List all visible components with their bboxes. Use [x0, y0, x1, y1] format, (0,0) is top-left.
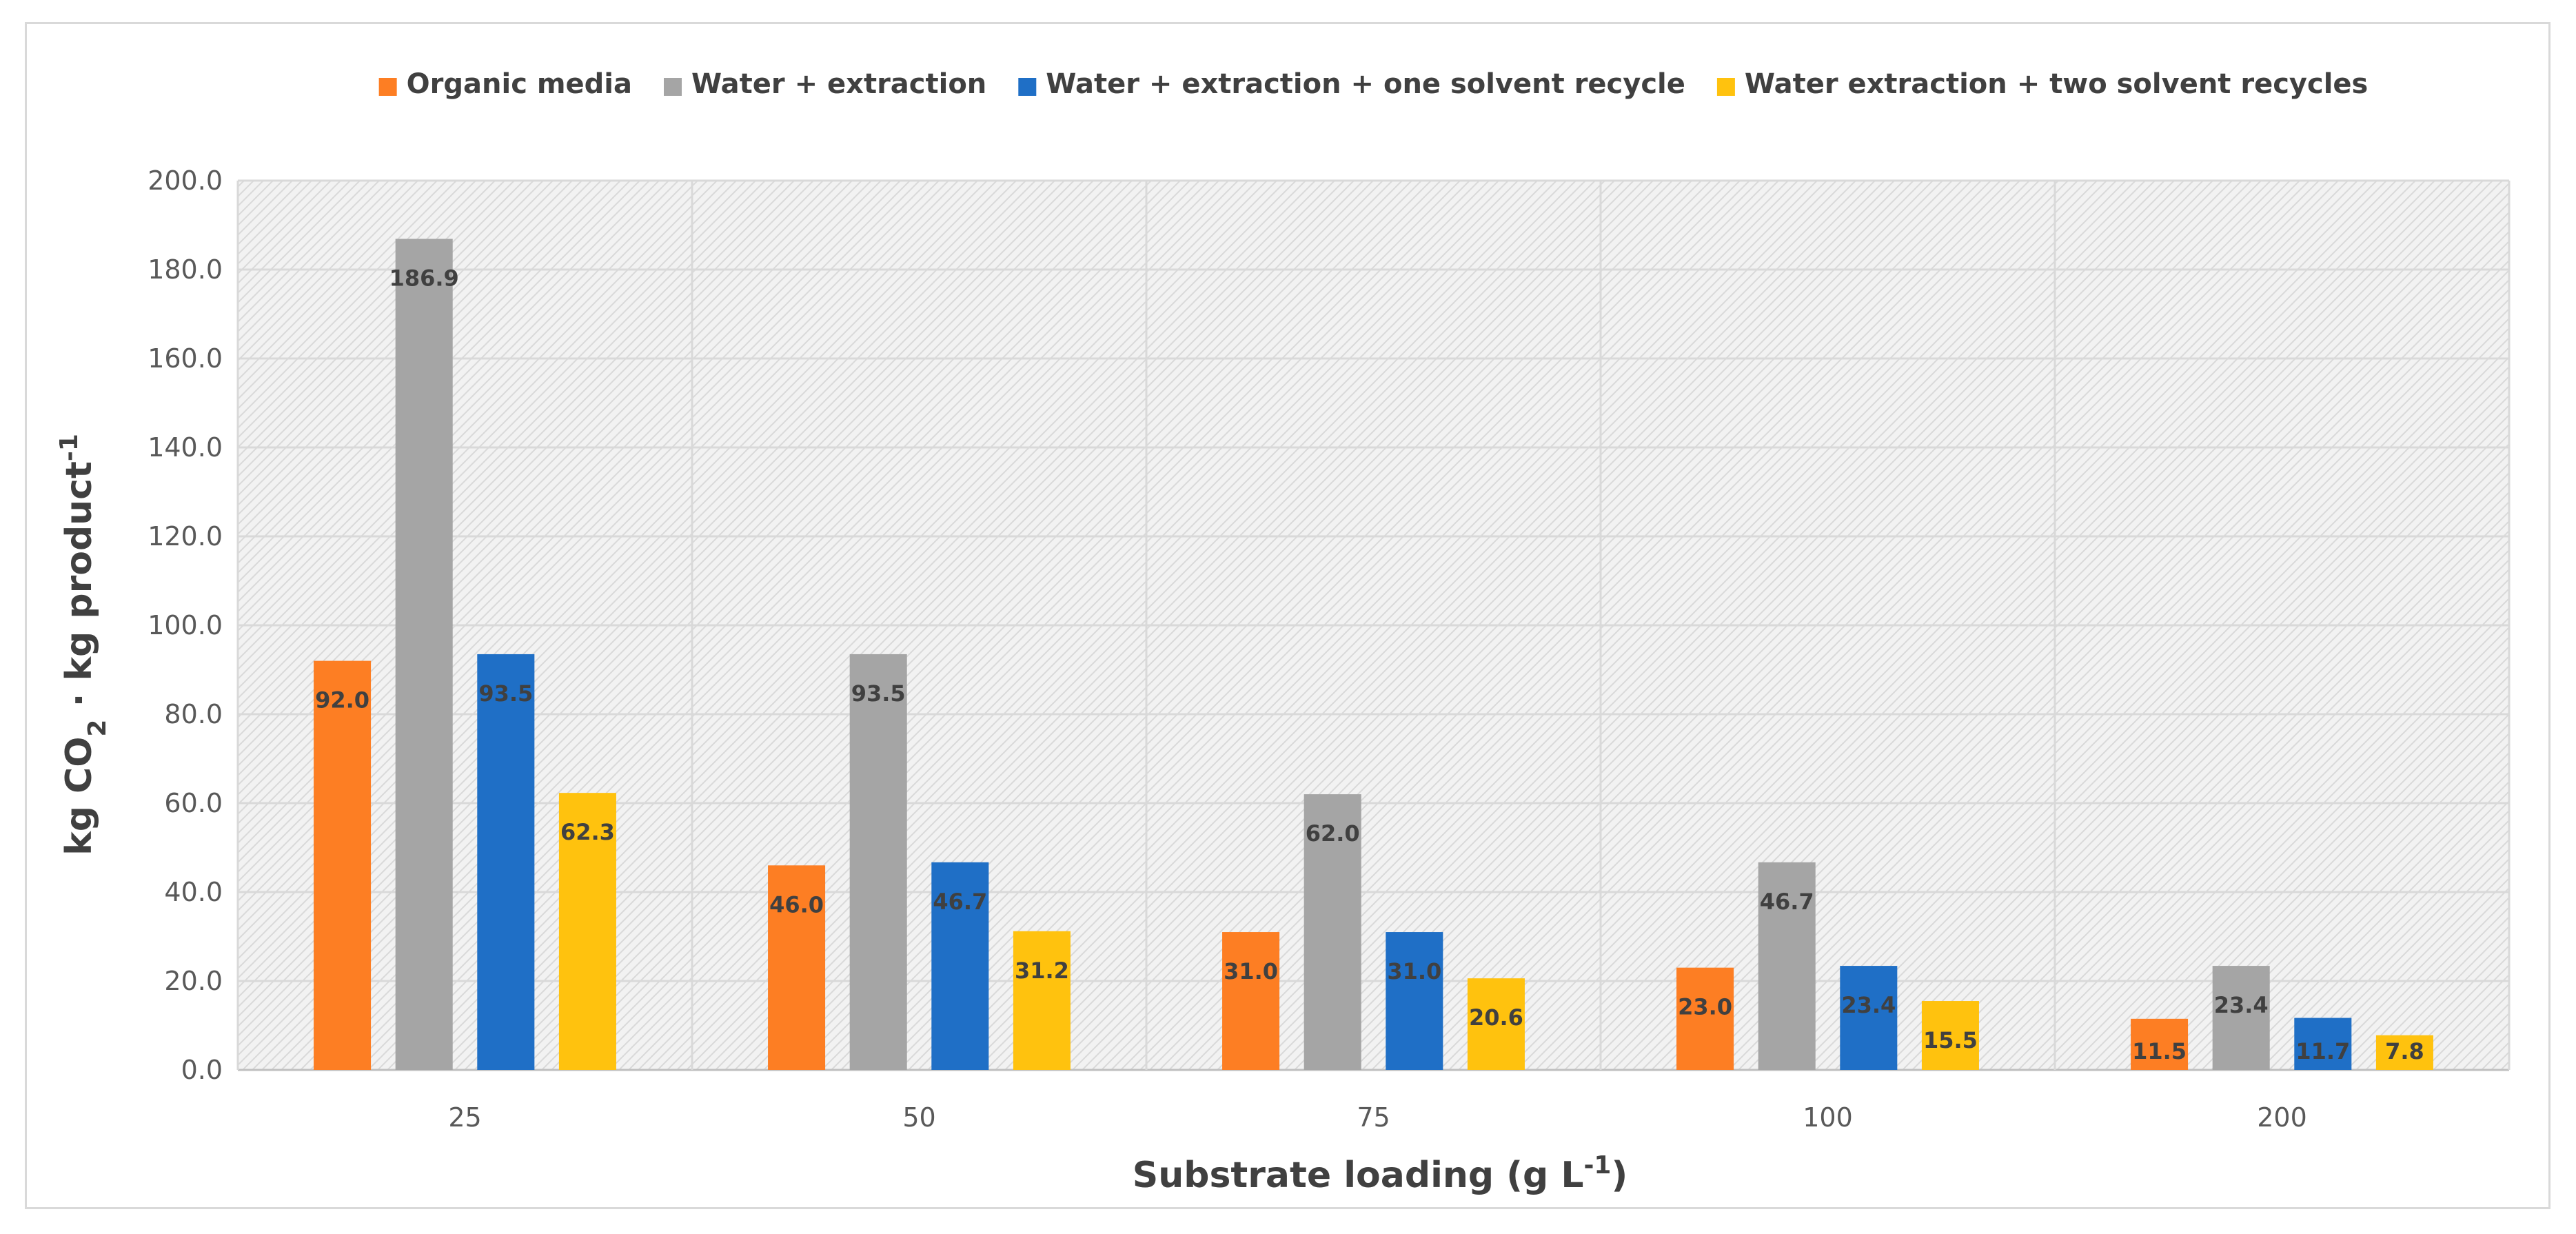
y-tick-label: 0.0 — [181, 1055, 223, 1085]
bar — [1222, 932, 1280, 1070]
bar — [1013, 931, 1071, 1070]
legend-label: Water extraction + two solvent recycles — [1745, 68, 2368, 100]
y-tick-label: 60.0 — [164, 788, 223, 818]
bar — [1921, 1001, 1979, 1070]
bar — [1386, 932, 1443, 1070]
y-axis-title: kg CO2 · kg product-1 — [55, 434, 112, 856]
y-tick-label: 160.0 — [148, 343, 223, 374]
y-tick-label: 80.0 — [164, 699, 223, 729]
legend-swatch — [1716, 78, 1735, 96]
x-tick-label: 200 — [2257, 1102, 2307, 1133]
legend-swatch — [663, 78, 682, 96]
data-label: 11.5 — [2132, 1038, 2187, 1064]
legend-swatch — [1018, 78, 1037, 96]
legend-swatch — [378, 78, 397, 96]
y-tick-label: 100.0 — [148, 610, 223, 640]
y-tick-label: 180.0 — [148, 254, 223, 285]
y-tick-label: 200.0 — [148, 165, 223, 196]
data-label: 46.0 — [769, 891, 824, 918]
bar — [2131, 1018, 2189, 1070]
data-label: 46.7 — [1760, 889, 1814, 915]
y-tick-label: 20.0 — [164, 966, 223, 996]
bar — [558, 793, 616, 1070]
bar — [1840, 966, 1898, 1070]
bar — [931, 862, 989, 1070]
bar — [2375, 1035, 2433, 1070]
legend-label: Water + extraction — [691, 68, 986, 100]
data-label: 93.5 — [478, 680, 533, 707]
x-tick-label: 75 — [1357, 1102, 1390, 1133]
x-axis-ticks: 25 50 75 100 200 — [448, 1102, 2306, 1133]
legend-item: Organic media — [378, 68, 632, 100]
data-label: 31.0 — [1224, 958, 1278, 984]
data-label: 7.8 — [2385, 1038, 2424, 1064]
data-label: 20.6 — [1469, 1004, 1523, 1031]
data-label: 62.3 — [560, 819, 615, 845]
bar — [477, 654, 535, 1070]
y-tick-label: 120.0 — [148, 521, 223, 552]
data-label: 31.2 — [1015, 958, 1069, 984]
bar — [1676, 967, 1734, 1070]
x-tick-label: 100 — [1803, 1102, 1853, 1133]
legend-item: Water + extraction + one solvent recycle — [1018, 68, 1685, 100]
legend: Organic media Water + extraction Water + e… — [378, 68, 2368, 100]
bar — [849, 654, 907, 1070]
legend-label: Water + extraction + one solvent recycle — [1046, 68, 1685, 100]
data-label: 93.5 — [851, 680, 906, 707]
data-labels: 92.0 46.0 31.0 23.0 11.5 186.9 93.5 62.0 46.7 23.… — [315, 265, 2424, 1064]
x-tick-label: 25 — [448, 1102, 481, 1133]
bars — [314, 239, 2433, 1070]
legend-item: Water extraction + two solvent recycles — [1716, 68, 2368, 100]
bar — [1304, 794, 1361, 1070]
data-label: 62.0 — [1306, 820, 1360, 847]
y-tick-label: 40.0 — [164, 877, 223, 907]
x-tick-label: 50 — [902, 1102, 935, 1133]
bar — [2294, 1018, 2352, 1070]
y-axis-ticks: 0.0 20.0 40.0 60.0 80.0 100.0 120.0 140.0 160.0 1… — [148, 165, 223, 1085]
data-label: 186.9 — [389, 265, 459, 291]
bar — [2212, 966, 2270, 1070]
data-label: 15.5 — [1923, 1027, 1978, 1053]
legend-item: Water + extraction — [663, 68, 986, 100]
data-label: 23.4 — [1841, 992, 1896, 1018]
legend-label: Organic media — [407, 68, 632, 100]
gridlines — [236, 179, 2511, 1071]
y-tick-label: 140.0 — [148, 432, 223, 463]
bar — [314, 660, 372, 1070]
data-label: 46.7 — [933, 889, 987, 915]
data-label: 31.0 — [1387, 958, 1441, 984]
data-label: 23.4 — [2214, 992, 2269, 1018]
bar — [768, 865, 826, 1070]
data-label: 92.0 — [315, 687, 369, 714]
bar — [1758, 862, 1816, 1070]
bar — [1467, 978, 1525, 1070]
data-label: 11.7 — [2295, 1038, 2350, 1064]
x-axis-title: Substrate loading (g L-1) — [1133, 1151, 1628, 1197]
bar — [395, 239, 453, 1070]
data-label: 23.0 — [1678, 994, 1732, 1020]
